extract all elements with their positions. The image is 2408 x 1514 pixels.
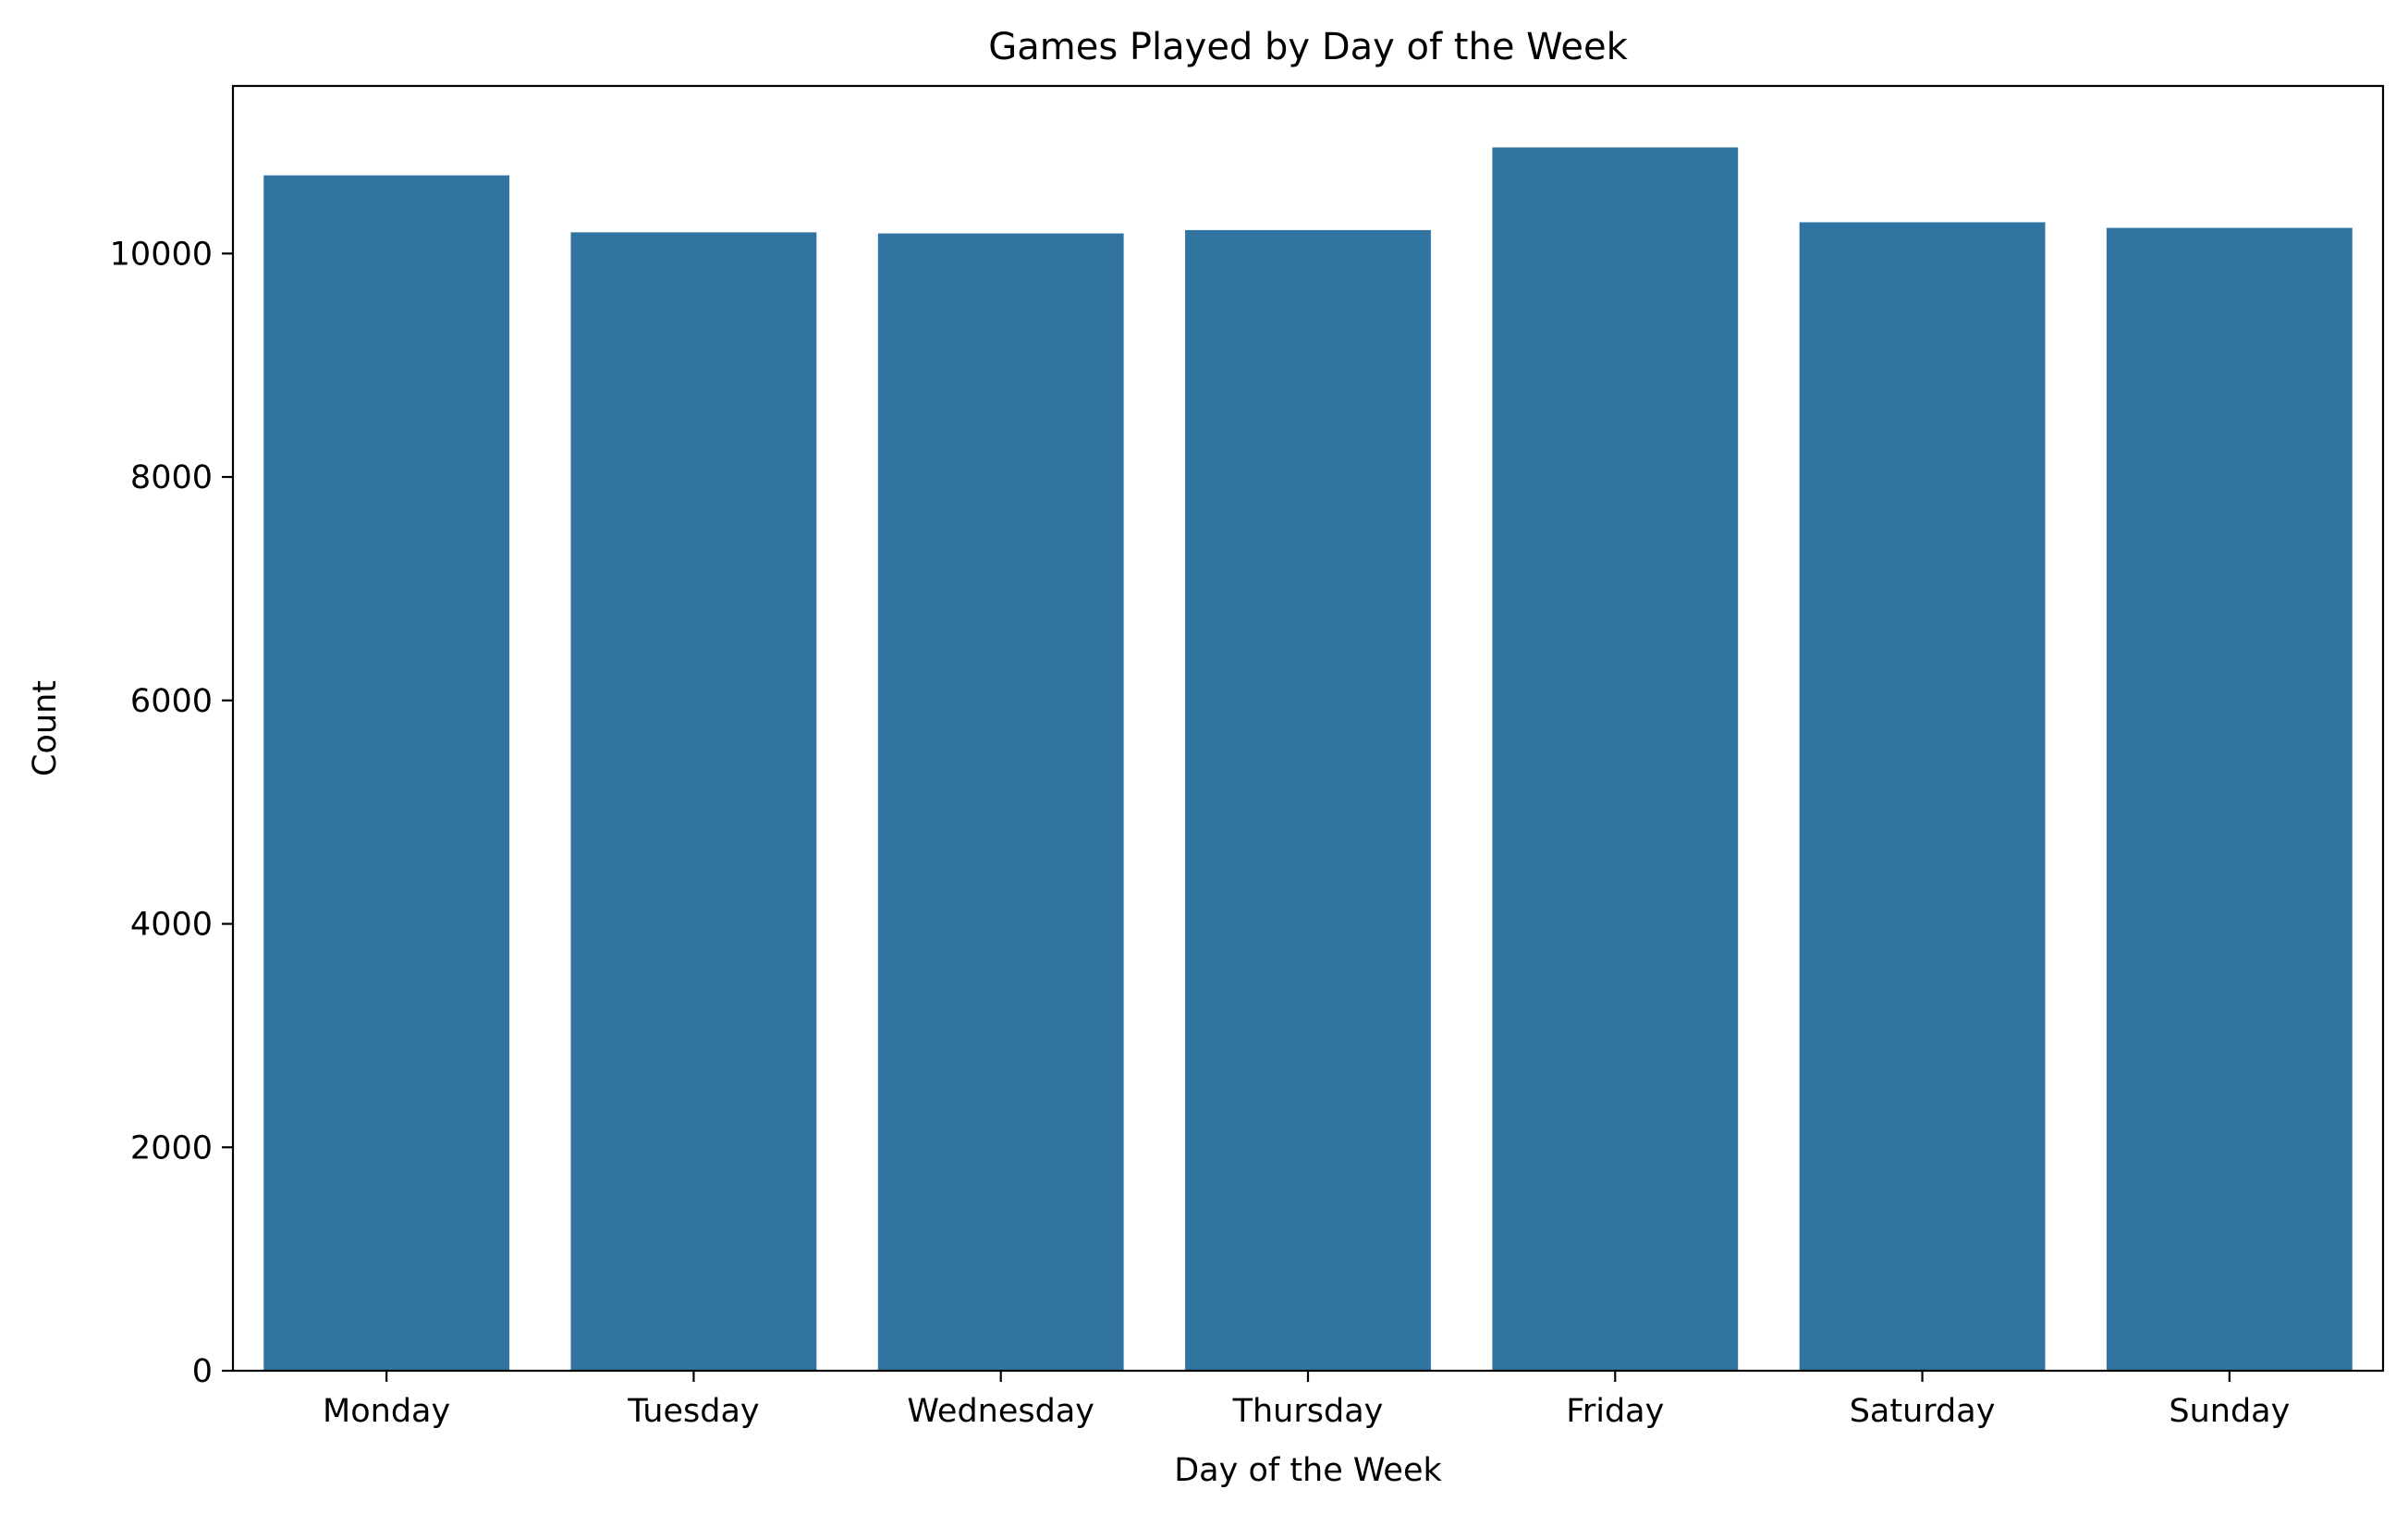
bar-wednesday [877,233,1124,1371]
x-tick-label: Wednesday [907,1393,1094,1430]
bar-sunday [2106,227,2353,1371]
bar-tuesday [570,232,817,1372]
y-tick-label: 4000 [130,907,213,944]
x-tick-label: Friday [1566,1393,1664,1430]
y-tick-label: 2000 [130,1129,213,1166]
bar-thursday [1185,229,1431,1371]
bar-friday [1492,147,1739,1372]
x-tick-label: Sunday [2169,1393,2290,1430]
y-tick-label: 8000 [130,459,213,496]
axes-frame [231,84,2385,1373]
bar-monday [263,175,510,1372]
y-tick-label: 10000 [110,236,213,273]
bars-group [263,147,2353,1372]
y-axis-label: Count [27,680,64,776]
bar-saturday [1799,222,2046,1372]
y-axis-ticks: 0 2000 4000 6000 8000 10000 [110,236,233,1390]
x-axis-label: Day of the Week [1174,1452,1442,1489]
x-axis-ticks: Monday Tuesday Wednesday Thursday Friday Satu… [323,1371,2290,1430]
x-tick-label: Monday [323,1393,450,1430]
x-tick-label: Thursday [1232,1393,1384,1430]
x-tick-label: Saturday [1850,1393,1996,1430]
x-tick-label: Tuesday [627,1393,759,1430]
chart-title: Games Played by Day of the Week [988,26,1628,68]
y-tick-label: 6000 [130,683,213,720]
y-tick-label: 0 [192,1353,213,1390]
